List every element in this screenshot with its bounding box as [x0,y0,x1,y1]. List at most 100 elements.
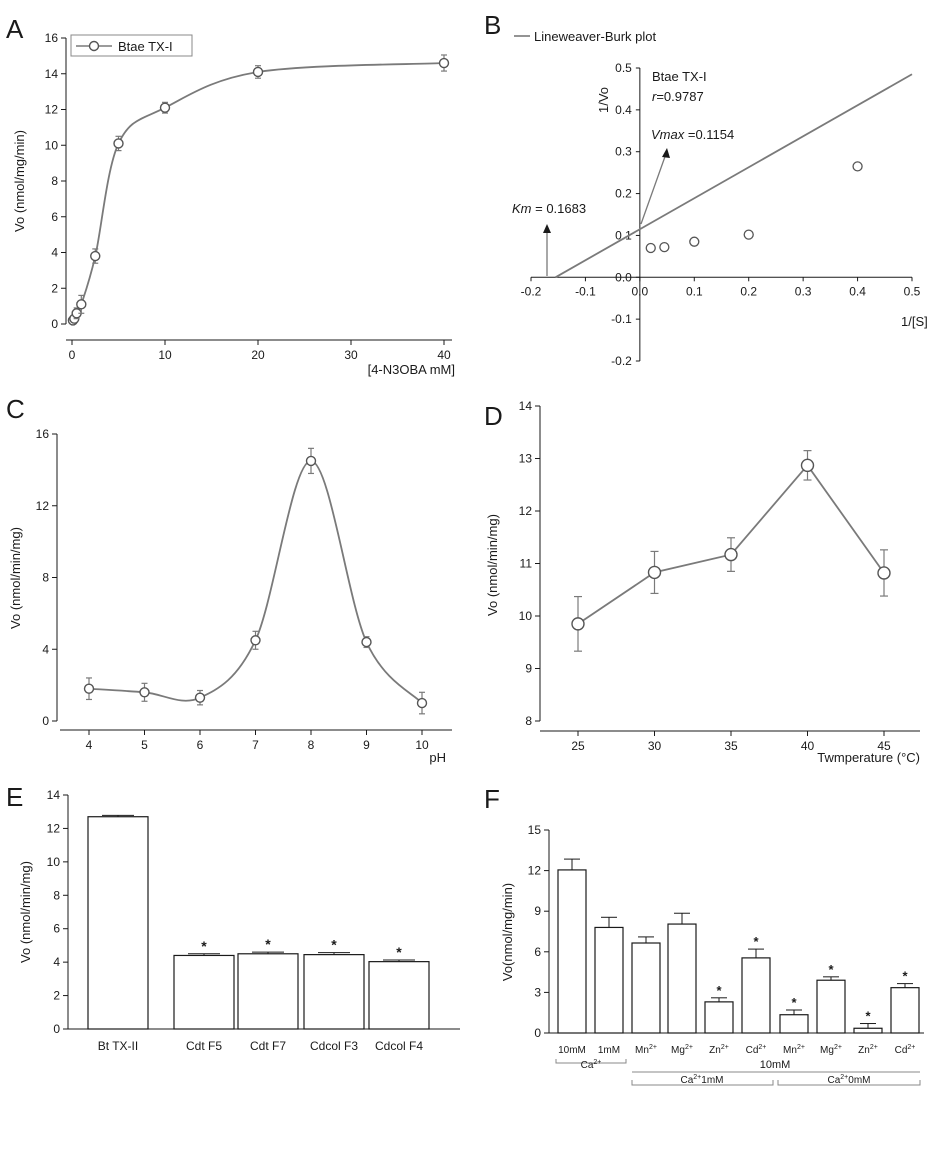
panel-e-category-label: Bt TX-II [98,1039,138,1053]
panel-d-y-axis-label: Vo (nmol/min/mg) [485,514,500,616]
panel-letter-e: E [6,782,23,812]
panel-c-data-point [416,697,428,709]
panel-f-category-ion: Mn [635,1045,649,1056]
panel-f-category-ion: Cd [895,1045,908,1056]
panel-b-regression-line [555,73,913,279]
panel-a-y-tick-label: 4 [51,246,58,260]
panel-e-y-tick-label: 0 [53,1022,60,1036]
panel-b-x-tick-label: -0.1 [575,284,596,298]
panel-b-data-point [852,161,863,172]
panel-f-significance-mark: * [753,934,759,949]
panel-b-y-tick-label: 0.0 [615,270,632,284]
panel-e-chart: 0 2 4 6 8 10 12 14 Vo (nmol/min/mg) Bt TX-II Cdt F… [18,788,460,1053]
panel-a-x-tick-label: 0 [69,348,76,362]
panel-f-bar [853,1027,883,1034]
panel-c-x-tick-label: 4 [86,738,93,752]
panel-a-y-tick-label: 12 [45,103,59,117]
panel-b-y-tick-label: -0.1 [611,312,632,326]
panel-b-annotation-r-value: =0.9787 [656,89,703,104]
panel-f-category-ion: Cd [746,1045,759,1056]
panel-e-category-label: Cdt F5 [186,1039,222,1053]
panel-b-y-tick-label: 0.4 [615,103,632,117]
panel-a-x-tick-label: 40 [437,348,451,362]
panel-a-x-tick-label: 20 [251,348,265,362]
panel-a-y-tick-label: 6 [51,210,58,224]
panel-b-x-tick-label: 0.2 [740,284,757,298]
panel-f-group-ca-text: Ca [581,1060,594,1071]
panel-f-significance-mark: * [716,983,722,998]
panel-e-bar [303,954,365,1030]
panel-f-y-tick-label: 0 [534,1026,541,1040]
panel-e-significance-mark: * [201,938,207,954]
panel-c-y-tick-label: 0 [42,714,49,728]
panel-b-x-tick-label: 0.4 [849,284,866,298]
panel-f-significance-mark: * [828,962,834,977]
panel-c-y-tick-label: 4 [42,642,49,656]
panel-c-y-axis-label: Vo (nmol/min/mg) [8,527,23,629]
panel-a-chart: 0 2 4 6 8 10 12 14 16 Vo (nmol/mg/min) 0 10 20 30 40[4… [12,31,455,377]
panel-e-y-tick-label: 2 [53,989,60,1003]
panel-c-data-point [83,683,95,694]
panel-b-annotation-vmax: Vmax =0.1154 [651,127,734,142]
panel-c-x-tick-label: 5 [141,738,148,752]
panel-d-data-point [724,547,738,562]
panel-f-category-label: 1mM [598,1045,620,1056]
panel-c-x-axis-label: pH [429,750,446,765]
panel-f-category-charge: 2+ [797,1044,805,1051]
panel-a-legend-marker [88,40,100,52]
panel-a-x-tick-label: 30 [344,348,358,362]
panel-a-y-tick-label: 8 [51,174,58,188]
panel-e-bar [87,816,149,1030]
panel-c-x-tick-label: 7 [252,738,259,752]
panel-e-y-tick-label: 4 [53,955,60,969]
panel-b-y-tick-label: 0.1 [615,228,632,242]
panel-f-group-ca1: Ca2+1mM [680,1074,723,1086]
panel-e-y-tick-label: 12 [47,821,61,835]
panel-f-significance-mark: * [865,1009,871,1024]
panel-e-category-label: Cdcol F3 [310,1039,358,1053]
panel-f-category-charge: 2+ [870,1044,878,1051]
panel-a-data-point [159,102,171,113]
panel-b-y-tick-label: 0.5 [615,61,632,75]
panel-f-category-label: Mg2+ [820,1044,842,1056]
panel-letter-b: B [484,10,501,40]
panel-e-y-tick-label: 8 [53,888,60,902]
panel-a-data-point [438,57,450,69]
panel-c-x-tick-label: 10 [415,738,429,752]
panel-d-x-tick-label: 25 [571,739,585,753]
panel-c-data-point [305,455,317,467]
panel-c-fit-curve [88,459,423,704]
panel-b-x-tick-label: -0.2 [521,284,542,298]
panel-d-x-tick-label: 40 [801,739,815,753]
panel-b-chart: -0.2-0.10.00.10.20.30.40.5-0.2 -0.1 0.0 0.1… [512,29,928,368]
panel-d-chart: 8 9 10 11 12 13 14 Vo (nmol/min/mg) 25 30 35 40 45Tw… [485,399,920,765]
panel-b-data-point [645,242,656,254]
panel-f-category-label: Mn2+ [783,1044,805,1056]
panel-e-significance-mark: * [265,936,271,952]
panel-b-x-tick-label: 0.0 [632,284,649,298]
panel-d-x-tick-label: 35 [724,739,738,753]
panel-d-data-point [647,565,662,580]
panel-d-data-point [800,458,815,473]
panel-a-legend-label: Btae TX-I [118,39,173,54]
panel-e-y-tick-label: 10 [47,855,61,869]
panel-f-bar [741,957,771,1034]
panel-f-group-ca0-b: 0mM [848,1075,870,1086]
panel-e-y-axis-label: Vo (nmol/min/mg) [18,861,33,963]
panel-c-y-tick-label: 16 [36,427,50,441]
panel-c-x-tick-label: 6 [197,738,204,752]
panel-d-data-point [877,566,891,580]
panel-b-annotation-vmax-value: =0.1154 [684,127,734,142]
panel-f-bar [667,923,697,1034]
panel-f-group-ca-sup: 2+ [593,1059,601,1066]
panel-f-category-charge: 2+ [649,1044,657,1051]
panel-e-category-label: Cdcol F4 [375,1039,423,1053]
panel-f-category-ion: Zn [709,1045,721,1056]
panel-b-vmax-arrowhead [662,148,670,158]
panel-b-legend-label: Lineweaver-Burk plot [534,29,657,44]
panel-f-group-ca1-b: 1mM [701,1075,723,1086]
panel-d-y-tick-label: 13 [519,452,533,466]
panel-f-group-ca: Ca2+ [581,1059,602,1071]
panel-d-y-tick-label: 8 [525,714,532,728]
